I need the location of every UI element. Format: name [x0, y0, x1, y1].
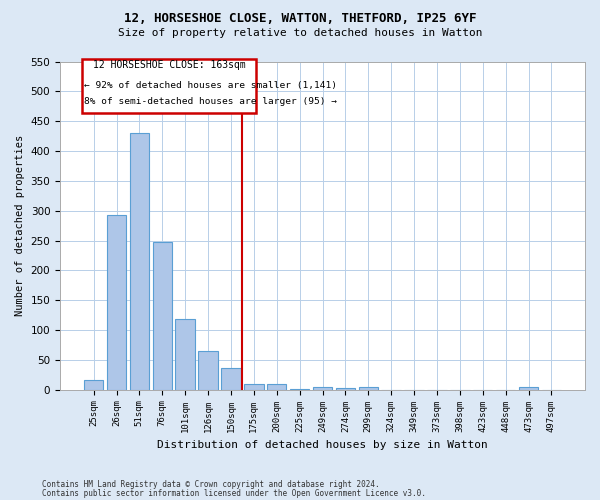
Bar: [152, 242, 172, 390]
Bar: [244, 384, 263, 390]
Bar: [519, 388, 538, 390]
Y-axis label: Number of detached properties: Number of detached properties: [15, 135, 25, 316]
Bar: [84, 380, 103, 390]
Text: 8% of semi-detached houses are larger (95) →: 8% of semi-detached houses are larger (9…: [85, 98, 337, 106]
Text: 12, HORSESHOE CLOSE, WATTON, THETFORD, IP25 6YF: 12, HORSESHOE CLOSE, WATTON, THETFORD, I…: [124, 12, 476, 26]
Text: Contains HM Land Registry data © Crown copyright and database right 2024.: Contains HM Land Registry data © Crown c…: [42, 480, 380, 489]
Bar: [313, 386, 332, 390]
Bar: [199, 351, 218, 390]
Bar: [107, 215, 126, 390]
Bar: [267, 384, 286, 390]
Text: ← 92% of detached houses are smaller (1,141): ← 92% of detached houses are smaller (1,…: [85, 80, 337, 90]
Bar: [290, 388, 310, 390]
Text: 12 HORSESHOE CLOSE: 163sqm: 12 HORSESHOE CLOSE: 163sqm: [93, 60, 245, 70]
Bar: [335, 388, 355, 390]
Bar: [221, 368, 241, 390]
FancyBboxPatch shape: [82, 58, 256, 114]
Bar: [130, 133, 149, 390]
Text: Size of property relative to detached houses in Watton: Size of property relative to detached ho…: [118, 28, 482, 38]
X-axis label: Distribution of detached houses by size in Watton: Distribution of detached houses by size …: [157, 440, 488, 450]
Text: Contains public sector information licensed under the Open Government Licence v3: Contains public sector information licen…: [42, 489, 426, 498]
Bar: [359, 388, 378, 390]
Bar: [175, 320, 195, 390]
